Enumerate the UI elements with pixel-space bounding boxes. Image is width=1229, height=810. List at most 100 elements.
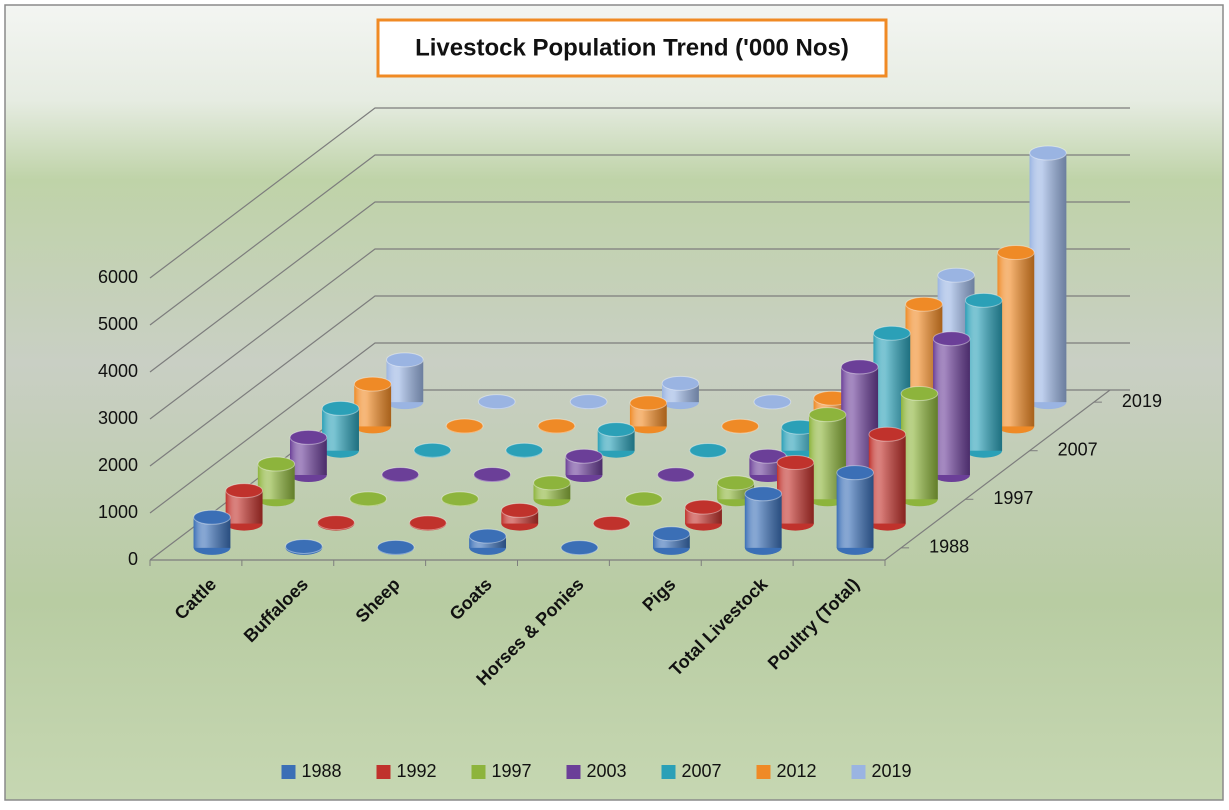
legend-swatch bbox=[472, 765, 486, 779]
cylinder-top bbox=[226, 484, 263, 498]
cylinder-top bbox=[722, 419, 759, 433]
cylinder-top bbox=[414, 443, 451, 457]
cylinder-top bbox=[538, 419, 575, 433]
cylinder-top bbox=[318, 516, 355, 530]
cylinder-top bbox=[322, 401, 359, 415]
cylinder-top bbox=[837, 466, 874, 480]
cylinder bbox=[570, 395, 607, 409]
cylinder bbox=[446, 419, 483, 433]
cylinder-top bbox=[474, 468, 511, 482]
legend-label: 1997 bbox=[492, 761, 532, 781]
cylinder bbox=[837, 466, 874, 555]
legend-label: 2003 bbox=[587, 761, 627, 781]
cylinder-shade bbox=[777, 462, 814, 523]
y-tick-label: 5000 bbox=[98, 314, 138, 334]
cylinder-top bbox=[566, 449, 603, 463]
cylinder-top bbox=[290, 430, 327, 444]
cylinder bbox=[1030, 146, 1067, 409]
cylinder bbox=[377, 540, 414, 554]
cylinder bbox=[658, 468, 695, 482]
legend-label: 2007 bbox=[682, 761, 722, 781]
cylinder-top bbox=[717, 476, 754, 490]
cylinder bbox=[410, 516, 447, 531]
cylinder-top bbox=[809, 408, 846, 422]
cylinder-top bbox=[410, 516, 447, 530]
cylinder-top bbox=[442, 492, 479, 506]
cylinder-shade bbox=[745, 494, 782, 548]
cylinder bbox=[290, 430, 327, 482]
cylinder-top bbox=[653, 527, 690, 541]
cylinder bbox=[538, 419, 575, 433]
cylinder-top bbox=[534, 476, 571, 490]
cylinder bbox=[745, 487, 782, 555]
cylinder-top bbox=[561, 541, 598, 555]
cylinder bbox=[414, 443, 451, 457]
cylinder-top bbox=[745, 487, 782, 501]
cylinder bbox=[350, 492, 387, 506]
cylinder-top bbox=[386, 353, 423, 367]
cylinder-top bbox=[754, 395, 791, 409]
cylinder bbox=[653, 527, 690, 555]
cylinder-top bbox=[478, 395, 515, 409]
cylinder bbox=[561, 541, 598, 555]
cylinder bbox=[662, 376, 699, 409]
cylinder-top bbox=[873, 326, 910, 340]
cylinder bbox=[754, 395, 791, 409]
cylinder bbox=[194, 510, 231, 555]
cylinder-top bbox=[869, 427, 906, 441]
legend-swatch bbox=[377, 765, 391, 779]
y-tick-label: 3000 bbox=[98, 408, 138, 428]
cylinder bbox=[258, 457, 295, 506]
cylinder bbox=[318, 516, 355, 531]
cylinder-top bbox=[593, 516, 630, 530]
cylinder bbox=[322, 401, 359, 457]
cylinder bbox=[386, 353, 423, 409]
cylinder bbox=[625, 492, 662, 506]
cylinder bbox=[442, 492, 479, 506]
cylinder bbox=[286, 539, 323, 554]
legend-label: 1988 bbox=[302, 761, 342, 781]
cylinder bbox=[506, 443, 543, 457]
y-tick-label: 0 bbox=[128, 549, 138, 569]
cylinder bbox=[501, 503, 538, 530]
cylinder-top bbox=[933, 332, 970, 346]
cylinder-top bbox=[377, 540, 414, 554]
cylinder-shade bbox=[869, 434, 906, 523]
cylinder bbox=[997, 246, 1034, 434]
cylinder-shade bbox=[965, 300, 1002, 450]
cylinder bbox=[690, 443, 727, 457]
legend-swatch bbox=[567, 765, 581, 779]
cylinder bbox=[593, 516, 630, 530]
legend-label: 2012 bbox=[777, 761, 817, 781]
cylinder bbox=[226, 484, 263, 531]
cylinder bbox=[901, 387, 938, 507]
legend-label: 1992 bbox=[397, 761, 437, 781]
depth-label: 1988 bbox=[929, 537, 969, 557]
cylinder bbox=[777, 455, 814, 530]
cylinder-top bbox=[906, 297, 943, 311]
legend-label: 2019 bbox=[872, 761, 912, 781]
cylinder bbox=[534, 476, 571, 506]
cylinder-top bbox=[938, 268, 975, 282]
depth-label: 2007 bbox=[1058, 439, 1098, 459]
cylinder bbox=[354, 377, 391, 433]
cylinder-shade bbox=[997, 253, 1034, 427]
cylinder-top bbox=[625, 492, 662, 506]
cylinder bbox=[722, 419, 759, 433]
cylinder-top bbox=[901, 387, 938, 401]
cylinder-top bbox=[997, 246, 1034, 260]
cylinder-top bbox=[286, 539, 323, 553]
cylinder-top bbox=[194, 510, 231, 524]
cylinder-top bbox=[446, 419, 483, 433]
legend-swatch bbox=[852, 765, 866, 779]
chart: Livestock Population Trend ('000 Nos) 01… bbox=[0, 0, 1229, 805]
cylinder-top bbox=[658, 468, 695, 482]
cylinder-top bbox=[662, 376, 699, 390]
cylinder-top bbox=[841, 360, 878, 374]
y-tick-label: 2000 bbox=[98, 455, 138, 475]
legend-swatch bbox=[662, 765, 676, 779]
cylinder bbox=[478, 395, 515, 409]
legend-swatch bbox=[282, 765, 296, 779]
cylinder bbox=[566, 449, 603, 482]
cylinder-top bbox=[690, 443, 727, 457]
